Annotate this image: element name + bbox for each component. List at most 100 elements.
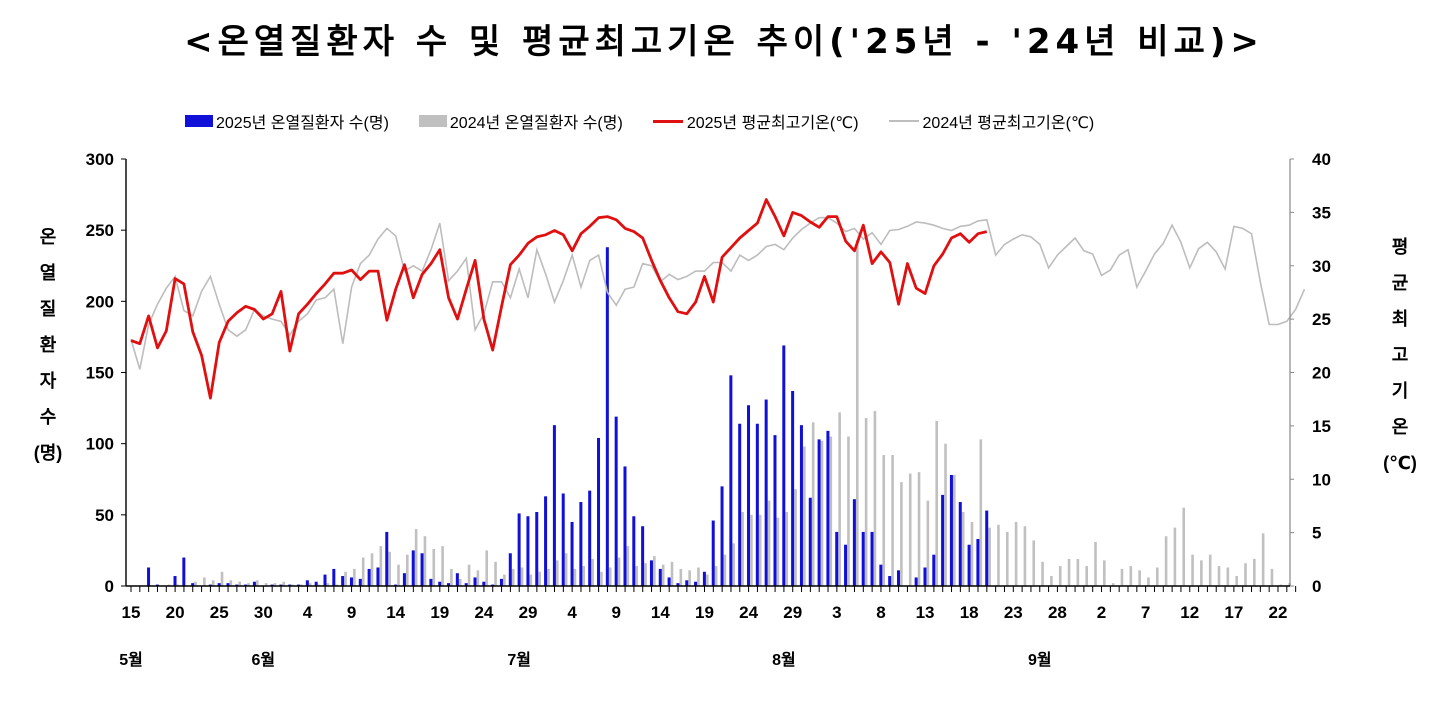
x-tick-label: 24 (474, 603, 493, 622)
bar-2025 (729, 375, 733, 586)
bar-2024 (961, 511, 965, 586)
y-right-title-char: 기 (1392, 381, 1409, 401)
bar-2024 (1191, 554, 1194, 586)
bar-2024 (661, 564, 665, 586)
bar-2024 (750, 514, 753, 586)
bar-2024 (450, 568, 453, 586)
bar-2024 (1005, 531, 1009, 586)
y-right-title-char: 온 (1392, 417, 1409, 437)
bar-2025 (914, 577, 918, 586)
bar-2025 (676, 583, 680, 586)
bar-2025 (173, 576, 177, 586)
bar-2024 (317, 584, 321, 586)
bar-2024 (291, 584, 294, 586)
chart-title: <온열질환자 수 및 평균최고기온 추이('25년 - '24년 비교)> (184, 22, 1264, 62)
bar-2025 (455, 573, 459, 586)
bar-2024 (476, 570, 480, 586)
y-left-title-char: 질 (40, 299, 57, 319)
bar-2024 (176, 584, 180, 586)
bar-2024 (591, 558, 594, 586)
bar-2025 (694, 581, 698, 586)
bars-2024 (167, 240, 1291, 586)
x-tick-label: 15 (122, 603, 141, 622)
bar-2024 (1050, 576, 1053, 586)
y-right-tick-label: 25 (1312, 310, 1331, 329)
bar-2024 (794, 489, 797, 586)
bar-2024 (670, 561, 674, 586)
bar-2025 (297, 584, 301, 586)
bar-2024 (1147, 577, 1150, 586)
bar-2024 (264, 583, 268, 586)
bar-2025 (349, 577, 353, 586)
x-tick-label: 9 (347, 603, 356, 622)
y-right-tick-label: 20 (1312, 364, 1331, 383)
legend-item-2024-patients: 2024년 온열질환자 수(명) (418, 109, 623, 133)
bar-2025 (438, 581, 442, 586)
bar-2024 (494, 561, 497, 586)
bar-2025 (208, 584, 212, 586)
bar-2024 (847, 436, 850, 586)
bar-2025 (764, 399, 768, 586)
x-tick-label: 9 (612, 603, 621, 622)
x-tick-label: 22 (1269, 603, 1288, 622)
bar-2025 (491, 584, 495, 586)
bar-2025 (323, 574, 327, 586)
bar-2025 (817, 439, 821, 586)
month-label: 8월 (772, 651, 796, 669)
bar-2024 (785, 511, 789, 586)
bar-2024 (714, 566, 718, 586)
bar-2024 (582, 566, 586, 586)
bar-2024 (600, 571, 603, 586)
y-right-title-char: (℃) (1383, 453, 1417, 473)
bar-2025 (826, 430, 830, 586)
x-tick-label: 29 (783, 603, 802, 622)
bar-2024 (1129, 566, 1133, 586)
bar-2024 (1261, 533, 1265, 586)
bar-2024 (1279, 584, 1283, 586)
bar-2024 (697, 567, 700, 586)
bar-2024 (361, 557, 365, 586)
bar-2025 (852, 499, 856, 586)
legend-label: 2025년 평균최고기온(℃) (686, 115, 859, 132)
bar-2024 (705, 574, 709, 586)
bar-2025 (641, 526, 645, 586)
bar-2024 (741, 511, 744, 586)
bar-2024 (1235, 576, 1238, 586)
y-right-title-char: 평 (1392, 237, 1409, 257)
bar-2025 (844, 544, 848, 586)
bar-2024 (838, 412, 841, 586)
bar-2024 (1103, 560, 1106, 586)
x-tick-label: 18 (960, 603, 979, 622)
bar-2025 (808, 497, 812, 586)
bar-2025 (985, 510, 989, 586)
bar-2024 (388, 551, 391, 586)
bar-2025 (464, 583, 468, 586)
bar-2024 (855, 240, 859, 586)
bar-2025 (332, 568, 336, 586)
bar-2024 (679, 568, 683, 586)
x-tick-label: 8 (876, 603, 885, 622)
y-right-title-char: 최 (1392, 309, 1409, 329)
x-tick-label: 12 (1180, 603, 1199, 622)
month-label: 9월 (1028, 651, 1052, 669)
y-left-title-char: 열 (40, 263, 57, 283)
bar-2025 (147, 567, 151, 586)
bar-2024 (1138, 570, 1141, 586)
bar-2024 (953, 474, 956, 586)
bar-2024 (564, 553, 568, 586)
bar-2024 (1244, 563, 1247, 586)
bar-2024 (997, 524, 1000, 586)
month-label: 7월 (507, 651, 531, 669)
bar-2024 (891, 455, 894, 586)
bar-2024 (1014, 521, 1018, 586)
x-tick-label: 20 (166, 603, 185, 622)
bar-2025 (235, 584, 239, 586)
bar-2025 (949, 474, 953, 586)
x-tick-label: 3 (832, 603, 841, 622)
bar-2025 (420, 553, 424, 586)
bar-2025 (402, 573, 406, 586)
x-tick-label: 30 (254, 603, 273, 622)
bar-2024 (458, 578, 462, 586)
bar-2024 (308, 583, 312, 586)
